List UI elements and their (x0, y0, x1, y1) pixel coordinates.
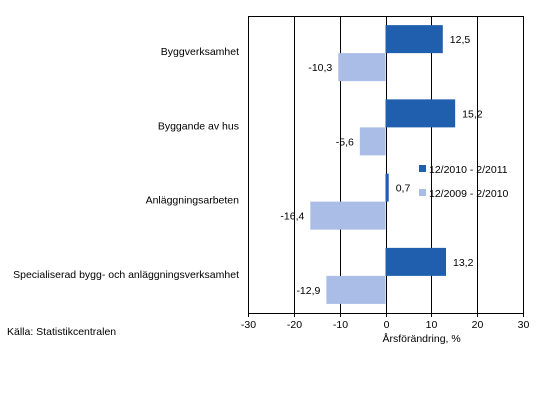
category-label: Specialiserad bygg- och anläggningsverks… (13, 269, 239, 281)
x-tick-label: -30 (241, 319, 256, 331)
bar (359, 127, 386, 156)
x-tick-label: 20 (472, 319, 484, 331)
x-tick-label: 10 (426, 319, 438, 331)
x-tick-label: 0 (384, 319, 390, 331)
legend-label: 12/2009 - 2/2010 (429, 188, 509, 200)
bar (326, 275, 386, 304)
bar (385, 173, 389, 202)
data-label: 15,2 (462, 108, 483, 120)
legend-label: 12/2010 - 2/2011 (429, 164, 508, 176)
legend-swatch (419, 189, 426, 196)
bar (338, 53, 386, 82)
category-label: Byggverksamhet (161, 46, 239, 58)
data-label: 12,5 (450, 34, 471, 46)
data-label: -16,4 (280, 211, 304, 223)
bar (310, 201, 386, 230)
legend-swatch (419, 165, 426, 172)
bar (385, 247, 446, 276)
category-label: Byggande av hus (158, 120, 239, 132)
source-note: Källa: Statistikcentralen (7, 326, 117, 338)
data-label: 0,7 (396, 183, 411, 195)
data-label: -10,3 (308, 62, 332, 74)
x-tick-label: 30 (518, 319, 530, 331)
x-tick-label: -20 (287, 319, 302, 331)
x-axis-title: Årsförändring, % (383, 332, 461, 345)
data-label: -12,9 (296, 285, 320, 297)
category-label: Anläggningsarbeten (146, 195, 240, 207)
bar (385, 99, 456, 128)
data-label: 13,2 (453, 257, 474, 269)
x-tick-label: -10 (333, 319, 348, 331)
bar (385, 25, 443, 54)
data-label: -5,6 (336, 136, 354, 148)
